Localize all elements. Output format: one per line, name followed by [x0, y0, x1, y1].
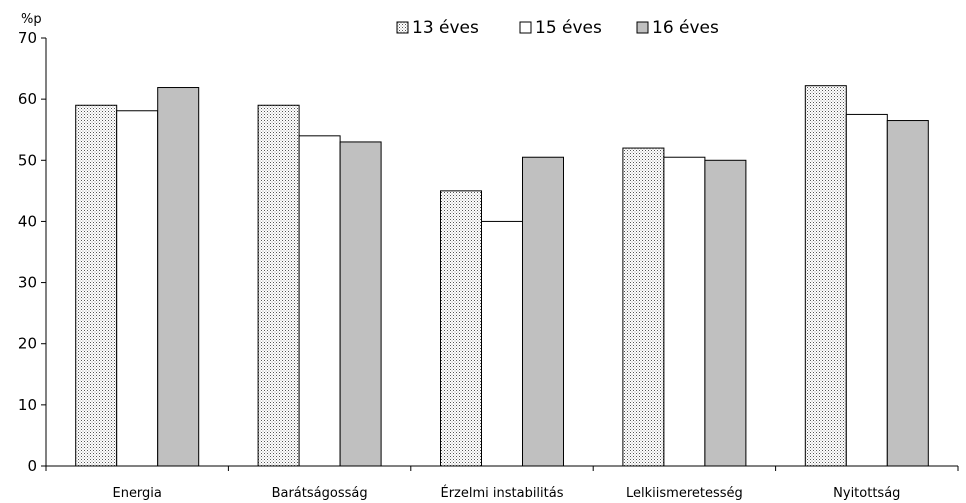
bar-series	[157, 87, 929, 467]
bar	[116, 110, 159, 467]
bar	[804, 85, 847, 467]
bar	[845, 113, 888, 467]
y-tick-label: 60	[18, 90, 37, 108]
y-tick-label: 30	[18, 274, 37, 292]
legend-swatch	[519, 21, 532, 34]
legend-swatch	[396, 21, 409, 34]
bar	[75, 104, 118, 467]
bar	[257, 104, 300, 467]
bar	[157, 87, 200, 467]
x-category-label: Érzelmi instabilitás	[440, 485, 563, 501]
legend-label: 16 éves	[652, 18, 719, 38]
bar	[886, 120, 929, 467]
bar	[339, 141, 382, 467]
y-axis-unit-label: %p	[21, 12, 42, 27]
y-axis: 0 10 20 30 40 50 60 70	[18, 29, 47, 475]
legend-label: 15 éves	[535, 18, 602, 38]
bar	[481, 220, 523, 467]
x-category-label: Barátságosság	[272, 486, 368, 501]
bar	[622, 147, 665, 467]
y-tick-label: 40	[18, 212, 37, 230]
bar	[298, 135, 341, 467]
bar	[440, 190, 482, 467]
x-category-label: Energia	[112, 486, 161, 501]
y-tick-label: 70	[18, 29, 37, 47]
bar	[522, 156, 564, 467]
bar-series-group	[75, 85, 929, 467]
x-category-label: Lelkiismeretesség	[626, 486, 743, 501]
bar	[704, 159, 747, 467]
legend: 13 éves 15 éves 16 éves	[396, 18, 719, 38]
x-axis: Energia Barátságosság Érzelmi instabilitás…	[45, 465, 959, 501]
y-tick-label: 20	[18, 335, 37, 353]
x-category-label: Nyitottság	[833, 486, 900, 501]
legend-swatch	[636, 21, 649, 34]
legend-label: 13 éves	[412, 18, 479, 38]
y-tick-label: 0	[27, 457, 37, 475]
y-tick-label: 10	[18, 396, 37, 414]
bar	[663, 156, 706, 467]
y-tick-label: 50	[18, 151, 37, 169]
bar-series	[116, 110, 888, 467]
